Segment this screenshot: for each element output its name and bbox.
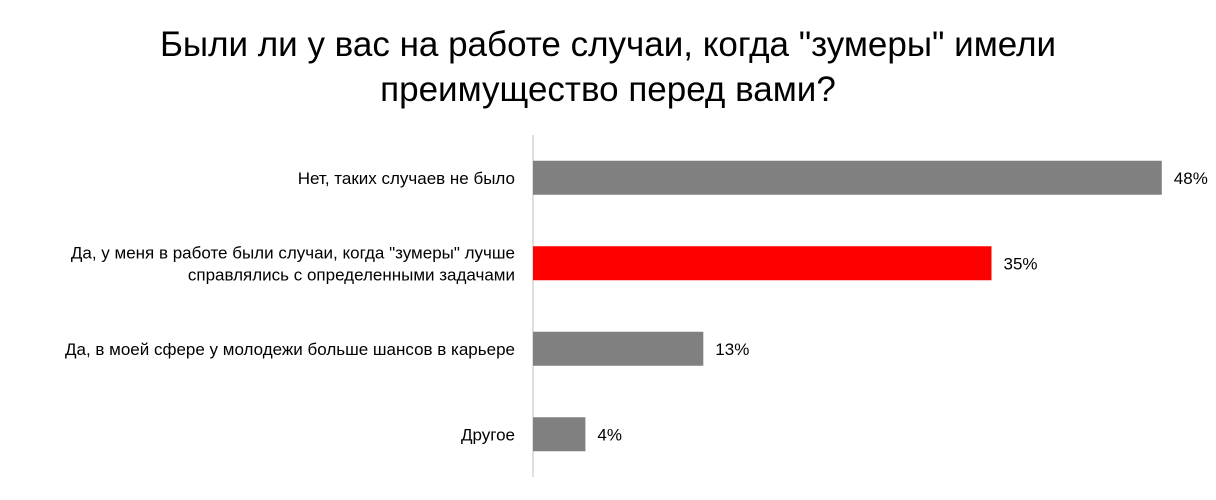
value-label-2: 13% bbox=[715, 340, 749, 359]
value-label-1: 35% bbox=[1004, 254, 1038, 273]
category-label-1: Да, у меня в работе были случаи, когда "… bbox=[71, 243, 515, 284]
bar-3 bbox=[533, 417, 586, 452]
category-label-2: Да, в моей сфере у молодежи больше шансо… bbox=[65, 340, 515, 359]
bar-2 bbox=[533, 331, 704, 366]
chart-title: Были ли у вас на работе случаи, когда "з… bbox=[159, 25, 1057, 109]
value-label-0: 48% bbox=[1174, 169, 1208, 188]
category-label-0: Нет, таких случаев не было bbox=[298, 169, 515, 188]
bar-0 bbox=[533, 160, 1162, 195]
category-label-3: Другое bbox=[461, 425, 515, 444]
value-label-3: 4% bbox=[597, 425, 622, 444]
bar-1 bbox=[533, 246, 992, 281]
